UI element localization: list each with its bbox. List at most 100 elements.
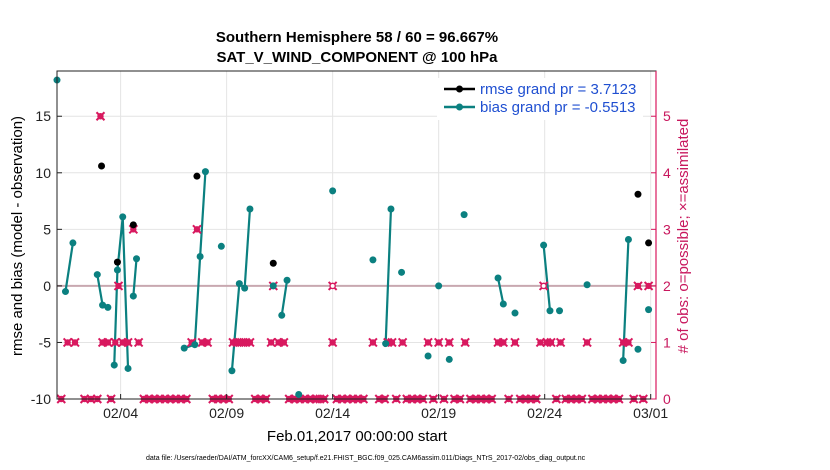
bias-point: [329, 187, 337, 195]
legend-box: [437, 78, 643, 120]
rmse-point: [269, 259, 277, 267]
obs-marker: [95, 111, 106, 121]
obs-marker: [113, 281, 124, 291]
bias-point: [269, 282, 277, 290]
y-right-tick-label: 4: [663, 165, 671, 181]
obs-marker: [387, 337, 397, 348]
legend-rmse-marker: [456, 85, 463, 93]
legend-bias-label: bias grand pr = -0.5513: [480, 99, 636, 116]
bias-line: [183, 171, 207, 350]
obs-marker: [510, 337, 520, 348]
bias-point: [119, 213, 127, 221]
obs-marker: [202, 337, 213, 348]
rmse-point: [193, 172, 201, 180]
x-tick-label: 03/01: [633, 405, 668, 421]
obs-marker: [110, 337, 121, 348]
footer-data-file: data file: /Users/raeder/DAI/ATM_forcXX/…: [146, 455, 586, 462]
bias-point: [645, 306, 653, 314]
y-axis-right-label: # of obs: o=possible; ×=assimilated: [675, 119, 692, 354]
x-tick-label: 02/14: [315, 405, 350, 421]
y-right-tick-label: 0: [663, 391, 671, 407]
bias-point: [129, 292, 137, 300]
bias-point: [556, 307, 564, 315]
y-axis-right: 0 1 2 3 4 5: [651, 71, 671, 407]
obs-marker: [70, 337, 80, 348]
obs-marker: [643, 281, 654, 291]
bias-point: [217, 242, 225, 250]
obs-count-markers: [56, 111, 654, 404]
plot-frame: [56, 70, 657, 400]
obs-marker: [327, 337, 338, 348]
bias-point: [583, 281, 591, 289]
bias-point: [61, 288, 69, 296]
bias-point: [124, 364, 132, 372]
bias-point: [387, 205, 395, 213]
legend-rmse-label: rmse grand pr = 3.7123: [480, 81, 636, 98]
obs-marker: [444, 337, 454, 348]
y-tick-label: 5: [43, 221, 51, 237]
rmse-point: [645, 239, 653, 247]
obs-marker: [62, 337, 73, 348]
obs-open-marker: [540, 282, 547, 290]
bias-point: [445, 355, 453, 363]
bias-point: [424, 352, 432, 360]
y-axis-label: rmse and bias (model - observation): [9, 116, 26, 356]
obs-marker: [133, 337, 144, 348]
bias-line: [542, 245, 552, 311]
bias-point: [369, 256, 377, 264]
obs-marker: [397, 337, 408, 348]
obs-marker: [103, 337, 113, 348]
bias-point: [499, 300, 507, 308]
obs-marker: [498, 337, 509, 348]
y-tick-label: 15: [35, 108, 51, 124]
rmse-point: [129, 221, 137, 229]
legend: rmse grand pr = 3.7123 bias grand pr = -…: [437, 78, 643, 120]
rmse-point: [113, 258, 121, 266]
bias-line: [132, 258, 138, 297]
bias-line: [384, 208, 393, 344]
y-tick-label: 0: [43, 278, 51, 294]
obs-marker: [245, 337, 255, 348]
obs-marker: [433, 337, 444, 348]
series-points: [53, 76, 653, 398]
bias-point: [511, 309, 519, 317]
bias-line: [113, 216, 130, 369]
y-right-tick-label: 3: [663, 221, 671, 237]
x-tick-label: 02/24: [527, 405, 562, 421]
bias-point: [133, 255, 141, 263]
obs-marker: [623, 337, 634, 348]
bias-point: [241, 284, 249, 292]
x-tick-label: 02/04: [103, 405, 138, 421]
y-right-tick-label: 1: [663, 334, 671, 350]
bias-point: [382, 340, 390, 348]
y-axis-left: -10 -5 0 5 10 15: [31, 108, 62, 407]
bias-point: [540, 241, 548, 249]
bias-point: [104, 303, 112, 311]
obs-marker: [423, 337, 433, 348]
x-axis: 02/04 02/09 02/14 02/19 02/24 03/01: [103, 394, 668, 421]
bias-point: [235, 280, 243, 288]
y-tick-label: -10: [31, 391, 51, 407]
obs-marker: [368, 337, 378, 348]
bias-point: [99, 301, 107, 309]
bias-line: [496, 277, 505, 305]
y-tick-label: 10: [35, 165, 51, 181]
x-tick-label: 02/19: [421, 405, 456, 421]
bias-line: [64, 242, 74, 292]
bias-point: [619, 357, 627, 365]
bias-point: [180, 344, 188, 352]
bias-point: [435, 282, 443, 290]
y-tick-label: -5: [39, 334, 52, 350]
obs-marker: [633, 281, 643, 291]
bias-point: [278, 311, 286, 319]
rmse-point: [634, 190, 642, 198]
obs-marker: [192, 224, 202, 235]
y-right-tick-label: 2: [663, 278, 671, 294]
legend-bias-marker: [456, 103, 463, 111]
grid: [57, 71, 656, 400]
y-right-tick-label: 5: [663, 108, 671, 124]
bias-point: [228, 367, 236, 375]
bias-point: [546, 307, 554, 315]
obs-marker: [582, 337, 592, 348]
